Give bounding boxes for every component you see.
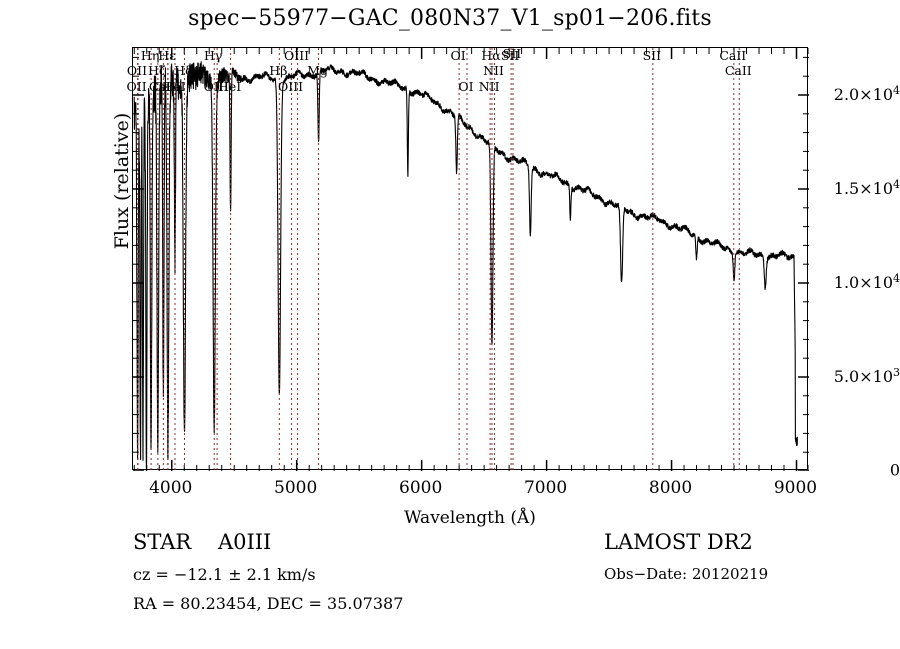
radial-velocity: cz = −12.1 ± 2.1 km/s bbox=[133, 565, 316, 584]
footer-left-column: STAR A0III cz = −12.1 ± 2.1 km/s RA = 80… bbox=[133, 530, 403, 623]
spectral-line-label: SII bbox=[500, 48, 520, 63]
y-tick-label: 1.0×104 bbox=[833, 271, 900, 293]
x-tick-label: 6000 bbox=[399, 478, 443, 498]
metadata-footer: STAR A0III cz = −12.1 ± 2.1 km/s RA = 80… bbox=[0, 530, 900, 640]
spectral-line-label: OI bbox=[458, 79, 474, 94]
spectral-line-label: OIII bbox=[284, 48, 310, 63]
spectral-line-label: CaII bbox=[719, 48, 747, 63]
spectral-line-label: Hβ bbox=[269, 63, 288, 78]
object-summary: STAR A0III bbox=[133, 530, 403, 554]
footer-right-column: LAMOST DR2 Obs−Date: 20120219 bbox=[604, 530, 768, 593]
x-tick-label: 4000 bbox=[149, 478, 193, 498]
spectral-line-label: SII bbox=[642, 48, 662, 63]
survey-name: LAMOST DR2 bbox=[604, 530, 753, 554]
spectral-line-label: OIII bbox=[203, 79, 229, 94]
spectral-line-label: CaII bbox=[724, 63, 752, 78]
spectral-line-label: CaII bbox=[148, 79, 176, 94]
spectral-line-label: Hε bbox=[158, 48, 176, 63]
spectral-line-label: Hζ bbox=[148, 63, 166, 78]
spectrum-plot bbox=[133, 48, 809, 471]
coordinates: RA = 80.23454, DEC = 35.07387 bbox=[133, 594, 404, 613]
y-tick-label: 0 bbox=[889, 460, 900, 480]
spectral-line-label: Hα bbox=[481, 48, 501, 63]
spectral-line-label: HeI bbox=[162, 79, 186, 94]
observation-date: Obs−Date: 20120219 bbox=[604, 565, 769, 583]
page-title: spec−55977−GAC_080N37_V1_sp01−206.fits bbox=[188, 6, 712, 31]
spectral-line-label: Hγ bbox=[204, 48, 223, 63]
y-tick-label: 1.5×104 bbox=[833, 177, 900, 199]
spectral-line-label: OI bbox=[450, 48, 466, 63]
x-tick-label: 9000 bbox=[773, 478, 818, 498]
spectral-line-label: SII bbox=[502, 46, 522, 61]
plot-area bbox=[132, 47, 809, 471]
spectral-line-label: Hδ bbox=[174, 63, 193, 78]
spectral-line-label: OII bbox=[126, 79, 147, 94]
spectral-line-label: Hη bbox=[140, 48, 160, 63]
x-tick-label: 8000 bbox=[648, 478, 693, 498]
spectral-line-label: OIII bbox=[278, 79, 304, 94]
spectral-line-label: OII bbox=[126, 63, 148, 78]
spectral-line-label: CaII bbox=[153, 79, 181, 94]
spectral-line-label: NII bbox=[483, 63, 504, 78]
x-tick-label: 5000 bbox=[274, 478, 318, 498]
y-tick-label: 2.0×104 bbox=[833, 83, 900, 105]
x-axis-label: Wavelength (Å) bbox=[404, 508, 536, 528]
x-tick-label: 7000 bbox=[523, 478, 568, 498]
object-type: STAR bbox=[133, 530, 192, 554]
spectral-class: A0III bbox=[217, 530, 272, 554]
spectral-line-label: NII bbox=[478, 79, 500, 94]
y-tick-label: 5.0×103 bbox=[833, 365, 900, 387]
spectral-line-label: Mg bbox=[307, 63, 328, 78]
spectral-line-label: HeI bbox=[217, 79, 242, 94]
